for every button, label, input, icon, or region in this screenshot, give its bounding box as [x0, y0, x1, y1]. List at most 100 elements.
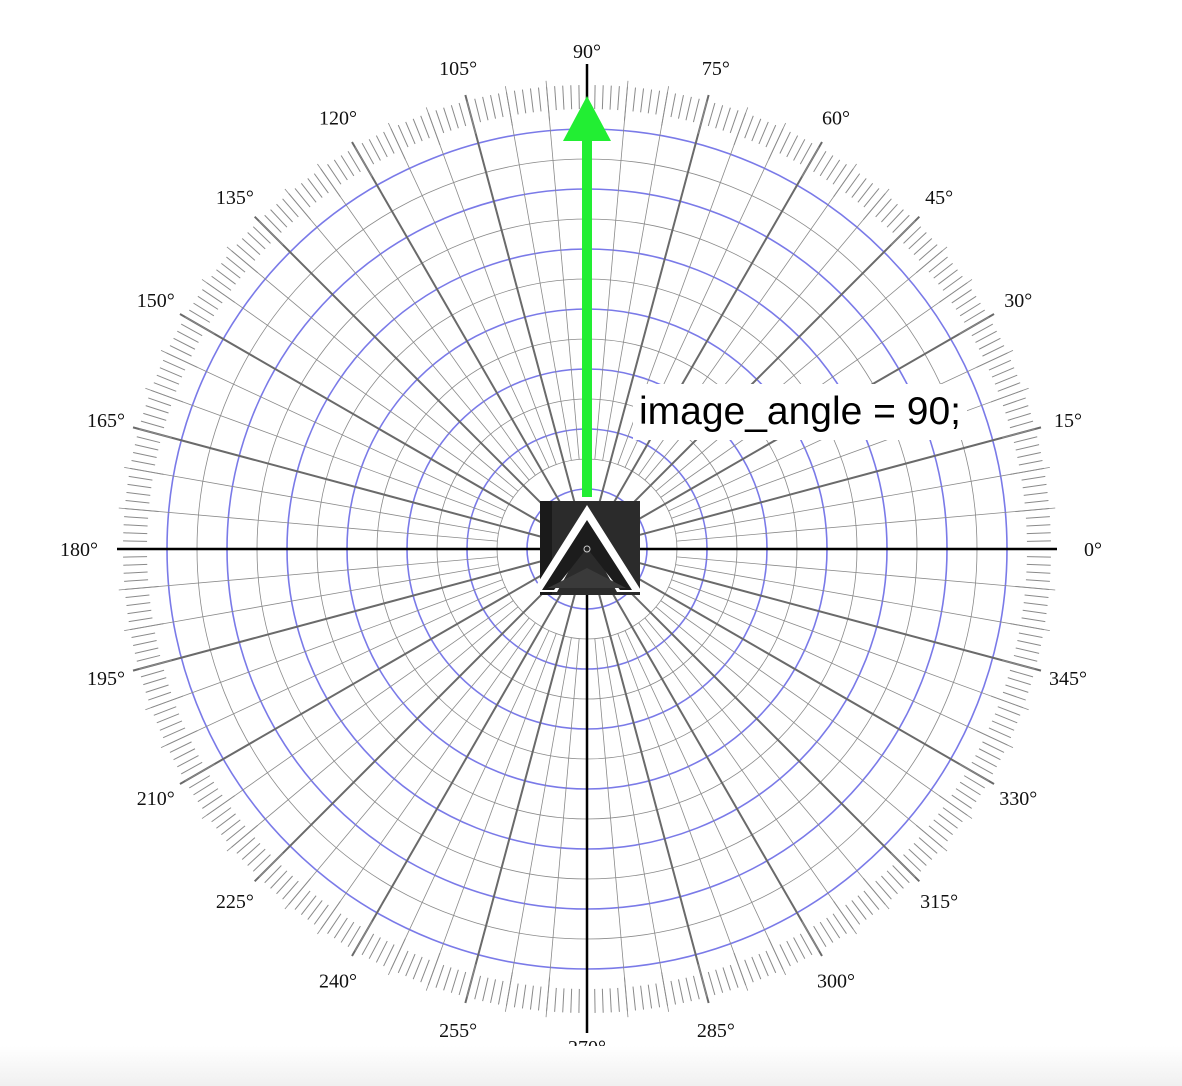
minor-spoke [624, 630, 786, 976]
degree-tick [819, 155, 834, 177]
degree-tick [162, 359, 186, 371]
degree-tick [193, 302, 215, 317]
degree-tick [169, 741, 192, 753]
degree-tick [955, 788, 977, 803]
angle-label: 210° [137, 788, 175, 810]
degree-tick [128, 475, 153, 481]
degree-tick [670, 980, 677, 1005]
degree-tick [793, 937, 806, 959]
degree-tick [670, 93, 677, 118]
degree-tick [405, 121, 416, 145]
minor-spoke [602, 86, 670, 461]
degree-tick [124, 516, 149, 519]
degree-tick [623, 977, 628, 1012]
degree-tick [226, 256, 246, 273]
degree-tick [206, 282, 236, 303]
degree-tick [129, 623, 164, 631]
degree-tick [623, 86, 628, 121]
degree-tick [692, 98, 700, 123]
degree-tick [916, 825, 943, 848]
minor-spoke [545, 638, 580, 1018]
degree-tick [890, 220, 916, 246]
degree-tick [975, 755, 997, 768]
degree-tick [258, 220, 284, 246]
degree-tick [1018, 459, 1043, 466]
degree-tick [982, 741, 1005, 753]
degree-tick [845, 904, 861, 925]
angle-label: 75° [702, 58, 730, 80]
degree-tick [1009, 669, 1034, 678]
degree-tick [123, 571, 148, 574]
degree-tick [153, 706, 177, 716]
degree-tick [264, 214, 282, 233]
degree-tick [288, 878, 311, 905]
degree-tick [333, 917, 348, 939]
degree-tick [875, 198, 892, 218]
degree-tick [857, 183, 874, 203]
degree-tick [765, 124, 777, 148]
degree-tick [677, 95, 684, 119]
minor-spoke [145, 579, 503, 711]
degree-tick [733, 952, 747, 986]
degree-tick [124, 579, 149, 582]
degree-tick [1025, 516, 1050, 519]
major-spoke [179, 570, 549, 785]
angle-label: 345° [1049, 668, 1087, 690]
angle-label: 285° [697, 1020, 735, 1042]
degree-tick [143, 412, 167, 421]
minor-spoke [602, 637, 670, 1012]
degree-tick [126, 602, 151, 607]
degree-tick [1026, 524, 1051, 527]
degree-tick [758, 953, 769, 977]
degree-tick [707, 971, 716, 996]
degree-tick [913, 843, 933, 860]
degree-tick [955, 295, 977, 310]
degree-tick [1005, 684, 1029, 693]
degree-tick [933, 262, 953, 279]
degree-tick [554, 987, 557, 1012]
degree-tick [951, 794, 972, 809]
degree-tick [156, 713, 180, 724]
degree-tick [617, 987, 620, 1012]
degree-tick [729, 110, 739, 134]
degree-tick [131, 632, 156, 639]
degree-tick [390, 938, 406, 970]
degree-tick [241, 238, 261, 255]
degree-tick [959, 316, 990, 335]
degree-tick [928, 825, 948, 842]
degree-tick [994, 713, 1018, 724]
degree-tick [138, 659, 172, 670]
angle-label: 60° [822, 108, 850, 130]
degree-tick [150, 695, 184, 709]
degree-tick [978, 337, 1001, 350]
degree-tick [156, 374, 180, 385]
degree-tick [427, 952, 441, 986]
degree-tick [546, 977, 551, 1012]
degree-tick [153, 382, 177, 392]
degree-tick [300, 183, 317, 203]
degree-tick [863, 188, 880, 208]
minor-spoke [118, 507, 498, 542]
degree-tick [159, 720, 183, 731]
degree-tick [450, 969, 459, 993]
degree-tick [140, 420, 165, 429]
major-spoke [351, 587, 566, 957]
degree-tick [758, 121, 769, 145]
degree-tick [169, 345, 192, 357]
degree-tick [313, 173, 329, 194]
degree-tick [908, 848, 927, 866]
degree-tick [875, 880, 892, 900]
degree-tick [707, 102, 716, 127]
degree-tick [886, 209, 904, 228]
minor-spoke [676, 507, 1056, 542]
degree-tick [162, 727, 186, 739]
degree-tick [193, 781, 215, 796]
angle-label: 105° [439, 58, 477, 80]
degree-tick [294, 188, 311, 208]
degree-tick [963, 309, 985, 323]
degree-tick [942, 275, 963, 291]
degree-tick [1010, 467, 1045, 475]
minor-spoke [388, 630, 550, 976]
angle-label: 90° [573, 41, 601, 63]
degree-tick [211, 807, 232, 823]
